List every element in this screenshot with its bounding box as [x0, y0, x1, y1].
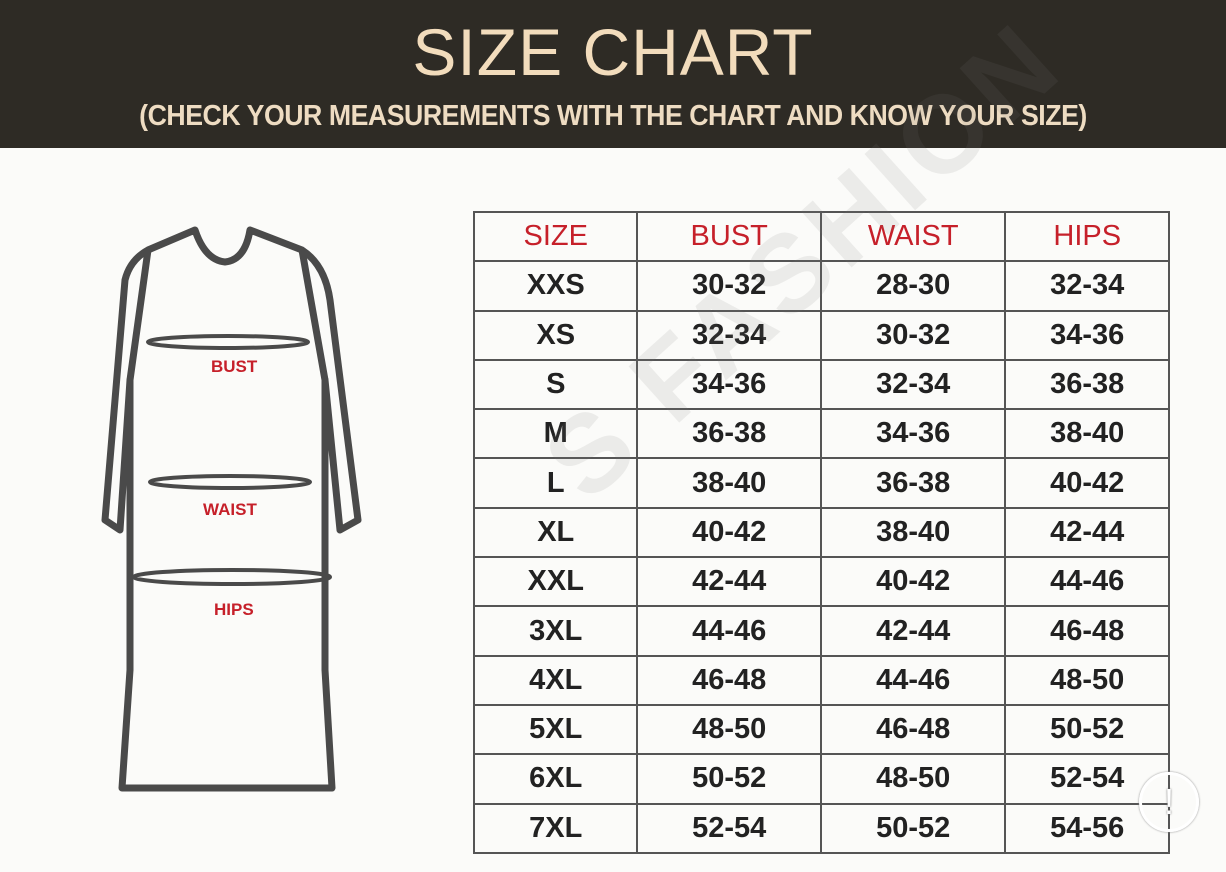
cell-waist: 38-40 [819, 506, 1007, 559]
cell-waist: 44-46 [819, 654, 1007, 706]
table-row: 5XL 48-50 46-48 50-52 [472, 703, 1170, 756]
table-row: S 34-36 32-34 36-38 [472, 358, 1170, 411]
cell-waist: 32-34 [819, 358, 1007, 411]
cell-bust: 32-34 [636, 309, 822, 361]
table-header-row: SIZE BUST WAIST HIPS [472, 210, 1170, 263]
column-header-hips: HIPS [1004, 210, 1170, 263]
table-row: M 36-38 34-36 38-40 [472, 408, 1170, 460]
cell-hips: 48-50 [1004, 654, 1170, 706]
hips-label: HIPS [214, 600, 254, 619]
cell-hips: 32-34 [1004, 260, 1170, 312]
cell-waist: 46-48 [819, 703, 1007, 756]
header-banner: SIZE CHART (CHECK YOUR MEASUREMENTS WITH… [0, 0, 1226, 148]
cell-bust: 42-44 [636, 556, 822, 608]
cell-bust: 38-40 [636, 457, 822, 509]
cell-size: 6XL [472, 753, 639, 805]
column-header-size: SIZE [472, 210, 639, 263]
cell-size: 7XL [472, 802, 639, 854]
cell-bust: 52-54 [636, 802, 822, 854]
cell-waist: 50-52 [819, 802, 1007, 854]
table-row: XS 32-34 30-32 34-36 [472, 309, 1170, 361]
table-row: 6XL 50-52 48-50 52-54 [472, 753, 1170, 805]
cell-size: XXS [472, 260, 639, 312]
cell-bust: 40-42 [636, 506, 822, 559]
cell-size: 5XL [472, 703, 639, 756]
table-row: XXS 30-32 28-30 32-34 [472, 260, 1170, 312]
table-row: 3XL 44-46 42-44 46-48 [472, 605, 1170, 657]
table-row: L 38-40 36-38 40-42 [472, 457, 1170, 509]
cell-hips: 42-44 [1004, 506, 1170, 559]
cell-hips: 34-36 [1004, 309, 1170, 361]
cell-size: L [472, 457, 639, 509]
cell-bust: 44-46 [636, 605, 822, 657]
cell-size: 3XL [472, 605, 639, 657]
cell-bust: 50-52 [636, 753, 822, 805]
cell-bust: 34-36 [636, 358, 822, 411]
column-header-bust: BUST [636, 210, 822, 263]
alert-icon[interactable]: ! [1139, 772, 1199, 832]
table-row: 7XL 52-54 50-52 54-56 [472, 802, 1170, 854]
cell-waist: 42-44 [819, 605, 1007, 657]
cell-waist: 40-42 [819, 556, 1007, 608]
cell-size: 4XL [472, 654, 639, 706]
cell-hips: 36-38 [1004, 358, 1170, 411]
cell-hips: 38-40 [1004, 408, 1170, 460]
cell-bust: 36-38 [636, 408, 822, 460]
cell-hips: 40-42 [1004, 457, 1170, 509]
dress-diagram [101, 226, 362, 792]
cell-waist: 48-50 [819, 753, 1007, 805]
cell-hips: 50-52 [1004, 703, 1170, 756]
cell-waist: 36-38 [819, 457, 1007, 509]
cell-waist: 28-30 [819, 260, 1007, 312]
waist-label: WAIST [203, 500, 257, 519]
cell-waist: 30-32 [819, 309, 1007, 361]
cell-size: XXL [472, 556, 639, 608]
page-title: SIZE CHART [412, 15, 814, 89]
column-header-waist: WAIST [819, 210, 1007, 263]
cell-bust: 30-32 [636, 260, 822, 312]
table-row: XL 40-42 38-40 42-44 [472, 506, 1170, 559]
cell-size: S [472, 358, 639, 411]
cell-bust: 46-48 [636, 654, 822, 706]
size-table: SIZE BUST WAIST HIPS XXS 30-32 28-30 32-34 X… [472, 210, 1170, 854]
bust-label: BUST [211, 357, 258, 376]
table-row: XXL 42-44 40-42 44-46 [472, 556, 1170, 608]
cell-hips: 46-48 [1004, 605, 1170, 657]
cell-size: M [472, 408, 639, 460]
cell-size: XL [472, 506, 639, 559]
cell-waist: 34-36 [819, 408, 1007, 460]
table-row: 4XL 46-48 44-46 48-50 [472, 654, 1170, 706]
cell-size: XS [472, 309, 639, 361]
cell-hips: 44-46 [1004, 556, 1170, 608]
cell-bust: 48-50 [636, 703, 822, 756]
page-subtitle: (CHECK YOUR MEASUREMENTS WITH THE CHART … [139, 100, 1087, 132]
